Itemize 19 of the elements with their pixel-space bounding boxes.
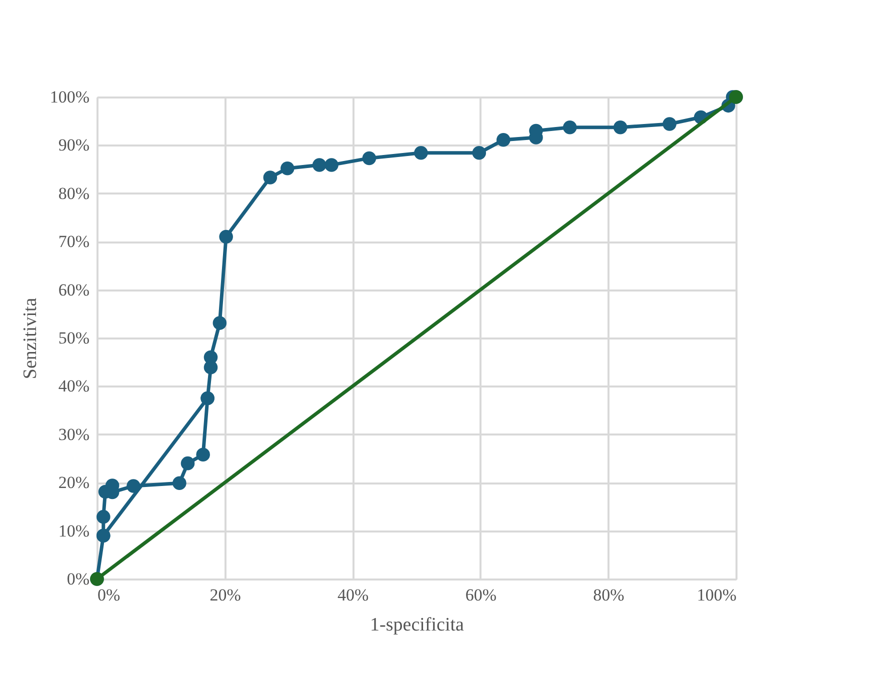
y-tick-label: 70% (58, 232, 90, 252)
x-tick-label: 20% (210, 586, 241, 604)
y-tick-label: 40% (58, 376, 90, 396)
y-tick-label: 0% (66, 570, 90, 588)
y-tick-label: 50% (58, 328, 90, 348)
x-tick-label: 40% (338, 586, 369, 604)
y-tick-label: 90% (58, 136, 90, 155)
y-tick-label: 30% (58, 424, 90, 444)
y-tick-label: 100% (50, 88, 90, 106)
x-axis-title: 1-specificita (370, 614, 465, 636)
x-tick-label: 100% (696, 586, 736, 604)
x-tick-label: 80% (593, 586, 624, 604)
y-tick-label: 80% (58, 184, 90, 203)
y-axis-title: Senzitivita (20, 297, 41, 380)
y-tick-label: 20% (58, 473, 90, 492)
x-tick-label: 0% (98, 586, 120, 604)
x-tick-label: 60% (465, 586, 496, 604)
y-tick-label: 60% (58, 280, 90, 300)
y-tick-label: 10% (58, 521, 90, 540)
